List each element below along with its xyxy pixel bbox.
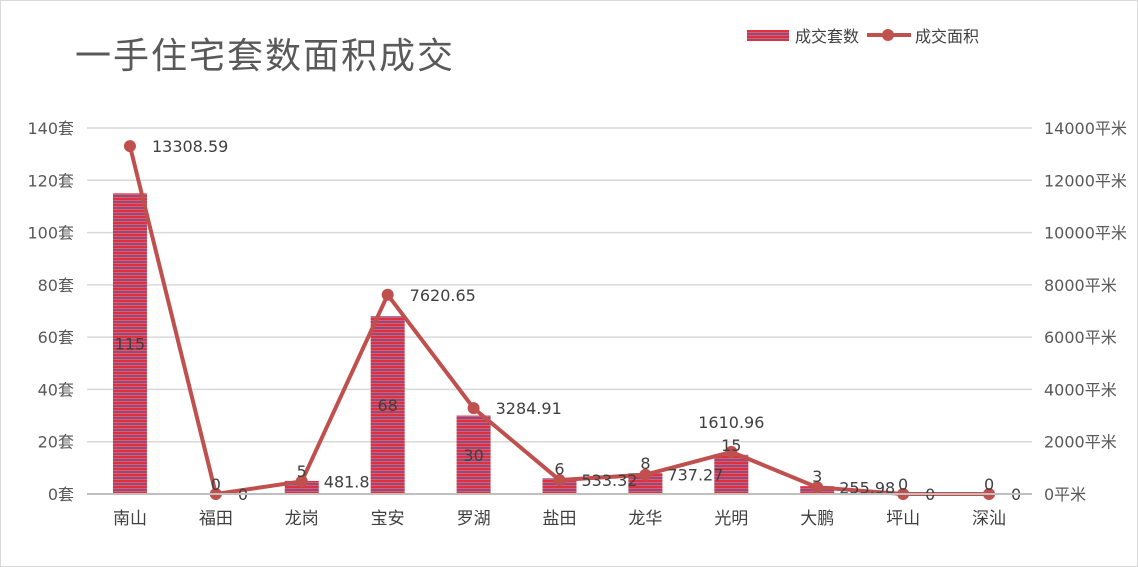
- x-tick-label: 龙岗: [285, 509, 319, 529]
- line-data-label: 3284.91: [496, 399, 562, 418]
- y-right-tick-label: 12000平米: [1044, 171, 1127, 190]
- y-right-tick-label: 10000平米: [1044, 224, 1127, 243]
- legend-label-bar-series: 成交套数: [795, 27, 860, 46]
- legend-line-swatch: [867, 28, 912, 42]
- y-left-tick-label: 20套: [38, 433, 74, 452]
- x-tick-label: 宝安: [371, 509, 405, 529]
- line-data-label: 7620.65: [410, 286, 476, 305]
- x-tick-label: 大鹏: [800, 509, 834, 529]
- line-data-label: 13308.59: [152, 137, 228, 156]
- y-right-tick-label: 4000平米: [1044, 380, 1117, 399]
- y-right-tick-label: 2000平米: [1044, 433, 1117, 452]
- bar-data-label: 15: [721, 436, 741, 455]
- line-point: [553, 474, 566, 487]
- bar: [714, 454, 749, 494]
- y-right-tick-label: 8000平米: [1044, 276, 1117, 295]
- line-point: [467, 402, 480, 415]
- line-data-label: 481.8: [324, 472, 370, 491]
- x-tick-label: 光明: [714, 509, 748, 529]
- bar-data-label: 0: [211, 475, 221, 494]
- bar-data-label: 6: [554, 459, 564, 478]
- line-point: [811, 481, 824, 494]
- line-point: [725, 445, 738, 458]
- bar: [628, 473, 663, 494]
- bar: [112, 193, 147, 494]
- y-right-tick-label: 0平米: [1044, 485, 1086, 504]
- x-tick-label: 深汕: [972, 509, 1006, 529]
- bar: [542, 478, 577, 494]
- y-right-tick-label: 14000平米: [1044, 119, 1127, 138]
- line-point: [639, 468, 652, 481]
- line-data-label: 255.98: [839, 478, 895, 497]
- x-tick-label: 坪山: [886, 509, 920, 529]
- line-data-label: 533.32: [582, 471, 638, 490]
- y-left-tick-label: 60套: [38, 328, 74, 347]
- chart-title: 一手住宅套数面积成交: [75, 36, 456, 77]
- bar-data-label: 0: [984, 475, 994, 494]
- y-left-tick-label: 140套: [27, 119, 74, 138]
- bar-data-label: 8: [640, 454, 650, 473]
- x-tick-label: 龙华: [628, 509, 662, 529]
- x-tick-label: 福田: [199, 509, 233, 529]
- x-tick-label: 南山: [113, 509, 147, 529]
- line-point: [295, 475, 308, 488]
- legend-bar-swatch: [747, 29, 789, 41]
- x-tick-label: 罗湖: [457, 509, 491, 529]
- y-left-tick-label: 0套: [48, 485, 74, 504]
- bar-data-label: 115: [115, 335, 146, 354]
- bar-data-label: 5: [297, 462, 307, 481]
- y-left-tick-label: 40套: [38, 380, 74, 399]
- line-data-label: 737.27: [667, 466, 723, 485]
- line-point: [123, 140, 136, 153]
- line-data-label: 1610.96: [698, 413, 764, 432]
- y-left-tick-label: 80套: [38, 276, 74, 295]
- line-point: [381, 288, 394, 301]
- bar-data-label: 30: [463, 446, 483, 465]
- y-right-tick-label: 6000平米: [1044, 328, 1117, 347]
- y-left-tick-label: 120套: [27, 171, 74, 190]
- legend-label-line-series: 成交面积: [915, 27, 980, 46]
- bar-data-label: 3: [812, 467, 822, 486]
- bar: [370, 316, 405, 494]
- bar-data-label: 0: [898, 475, 908, 494]
- x-tick-label: 盐田: [543, 509, 577, 529]
- bar: [456, 415, 491, 494]
- bar-data-label: 68: [378, 396, 398, 415]
- legend: 成交套数 成交面积: [747, 23, 979, 47]
- y-left-tick-label: 100套: [27, 224, 74, 243]
